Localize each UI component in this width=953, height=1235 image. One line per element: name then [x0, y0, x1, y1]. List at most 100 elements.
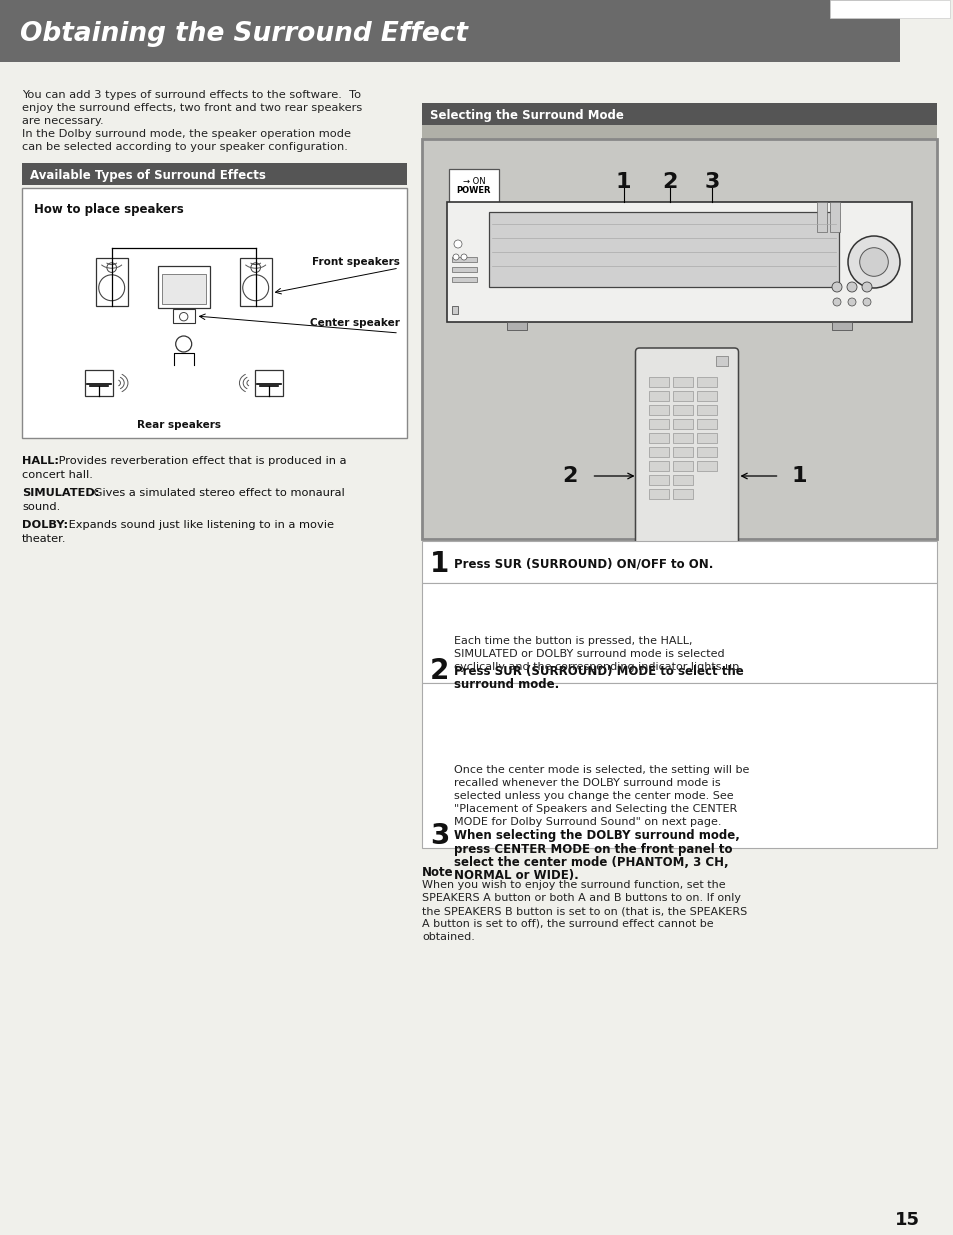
Bar [649, 461, 669, 471]
Bar [673, 419, 693, 429]
Bar [161, 274, 206, 304]
Bar [697, 461, 717, 471]
Text: Each time the button is pressed, the HALL,: Each time the button is pressed, the HAL… [454, 636, 692, 646]
Bar [95, 258, 128, 306]
Bar [649, 419, 669, 429]
Text: 3: 3 [430, 823, 449, 850]
Text: 2: 2 [661, 172, 678, 191]
Circle shape [859, 248, 887, 277]
Circle shape [454, 240, 461, 248]
Bar [673, 391, 693, 401]
Bar [489, 212, 838, 287]
Bar [673, 447, 693, 457]
Bar [157, 266, 210, 308]
Bar [22, 188, 407, 438]
Bar [452, 267, 476, 272]
Text: MODE for Dolby Surround Sound" on next page.: MODE for Dolby Surround Sound" on next p… [454, 818, 720, 827]
Text: theater.: theater. [22, 534, 67, 543]
Bar [452, 257, 476, 262]
Bar [697, 419, 717, 429]
Text: Once the center mode is selected, the setting will be: Once the center mode is selected, the se… [454, 764, 749, 776]
Bar [831, 322, 851, 330]
Text: POWER: POWER [456, 186, 491, 195]
Bar [649, 447, 669, 457]
Bar [649, 391, 669, 401]
Bar [421, 103, 936, 125]
Bar [452, 306, 457, 314]
Text: are necessary.: are necessary. [22, 116, 104, 126]
Bar [649, 405, 669, 415]
Circle shape [847, 236, 899, 288]
Bar [697, 405, 717, 415]
Bar [85, 370, 112, 396]
Circle shape [847, 298, 855, 306]
Circle shape [831, 282, 841, 291]
Bar [0, 0, 899, 62]
Text: SIMULATED or DOLBY surround mode is selected: SIMULATED or DOLBY surround mode is sele… [454, 650, 724, 659]
Circle shape [460, 254, 467, 261]
Text: HALL:: HALL: [22, 456, 59, 466]
Text: concert hall.: concert hall. [22, 471, 92, 480]
Text: Front speakers: Front speakers [312, 257, 399, 267]
Bar [697, 391, 717, 401]
Bar [649, 377, 669, 387]
Text: 2: 2 [430, 657, 449, 685]
Text: Provides reverberation effect that is produced in a: Provides reverberation effect that is pr… [55, 456, 346, 466]
Text: → ON: → ON [462, 177, 485, 186]
Text: Press SUR (SURROUND) ON/OFF to ON.: Press SUR (SURROUND) ON/OFF to ON. [454, 557, 713, 571]
Text: press CENTER MODE on the front panel to: press CENTER MODE on the front panel to [454, 842, 732, 856]
Circle shape [862, 298, 870, 306]
Text: 3: 3 [703, 172, 719, 191]
Bar [673, 489, 693, 499]
Bar [697, 447, 717, 457]
Text: Expands sound just like listening to in a movie: Expands sound just like listening to in … [65, 520, 334, 530]
Text: recalled whenever the DOLBY surround mode is: recalled whenever the DOLBY surround mod… [454, 778, 720, 788]
Text: In the Dolby surround mode, the speaker operation mode: In the Dolby surround mode, the speaker … [22, 128, 351, 140]
Bar [421, 583, 936, 683]
Text: SPEAKERS A button or both A and B buttons to on. If only: SPEAKERS A button or both A and B button… [421, 893, 740, 903]
Text: 1: 1 [430, 550, 449, 578]
Bar [254, 370, 282, 396]
Bar [673, 433, 693, 443]
Text: When you wish to enjoy the surround function, set the: When you wish to enjoy the surround func… [421, 881, 725, 890]
Text: enjoy the surround effects, two front and two rear speakers: enjoy the surround effects, two front an… [22, 103, 362, 112]
Text: cyclically and the corresponding indicator lights up: cyclically and the corresponding indicat… [454, 662, 739, 672]
Bar [449, 169, 498, 204]
Text: 1: 1 [791, 466, 806, 487]
Bar [172, 309, 194, 324]
Bar [452, 277, 476, 282]
Bar [421, 125, 936, 140]
Bar [673, 475, 693, 485]
Text: How to place speakers: How to place speakers [34, 203, 184, 216]
Text: surround mode.: surround mode. [454, 678, 558, 690]
Text: A button is set to off), the surround effect cannot be: A button is set to off), the surround ef… [421, 919, 713, 929]
Text: "Placement of Speakers and Selecting the CENTER: "Placement of Speakers and Selecting the… [454, 804, 737, 814]
Text: SIMULATED:: SIMULATED: [22, 488, 99, 498]
Bar [506, 322, 526, 330]
Text: 1: 1 [616, 172, 631, 191]
Text: Rear speakers: Rear speakers [136, 420, 220, 430]
Text: DOLBY:: DOLBY: [22, 520, 68, 530]
Text: Center speaker: Center speaker [310, 317, 399, 329]
Text: You can add 3 types of surround effects to the software.  To: You can add 3 types of surround effects … [22, 90, 361, 100]
Bar [673, 405, 693, 415]
Text: select the center mode (PHANTOM, 3 CH,: select the center mode (PHANTOM, 3 CH, [454, 856, 728, 868]
Bar [697, 377, 717, 387]
Text: Note: Note [421, 866, 453, 879]
Text: selected unless you change the center mode. See: selected unless you change the center mo… [454, 790, 733, 802]
Circle shape [846, 282, 856, 291]
Text: When selecting the DOLBY surround mode,: When selecting the DOLBY surround mode, [454, 830, 740, 842]
Text: 15: 15 [894, 1212, 919, 1229]
Bar [447, 203, 911, 322]
Text: Obtaining the Surround Effect: Obtaining the Surround Effect [20, 21, 468, 47]
Text: NORMAL or WIDE).: NORMAL or WIDE). [454, 868, 578, 882]
Circle shape [862, 282, 871, 291]
Text: Selecting the Surround Mode: Selecting the Surround Mode [430, 109, 623, 121]
Text: Press SUR (SURROUND) MODE to select the: Press SUR (SURROUND) MODE to select the [454, 664, 743, 678]
Bar [829, 203, 840, 232]
Bar [239, 258, 272, 306]
Text: Gives a simulated stereo effect to monaural: Gives a simulated stereo effect to monau… [90, 488, 344, 498]
FancyBboxPatch shape [635, 348, 738, 556]
Text: 2: 2 [561, 466, 577, 487]
Bar [673, 461, 693, 471]
